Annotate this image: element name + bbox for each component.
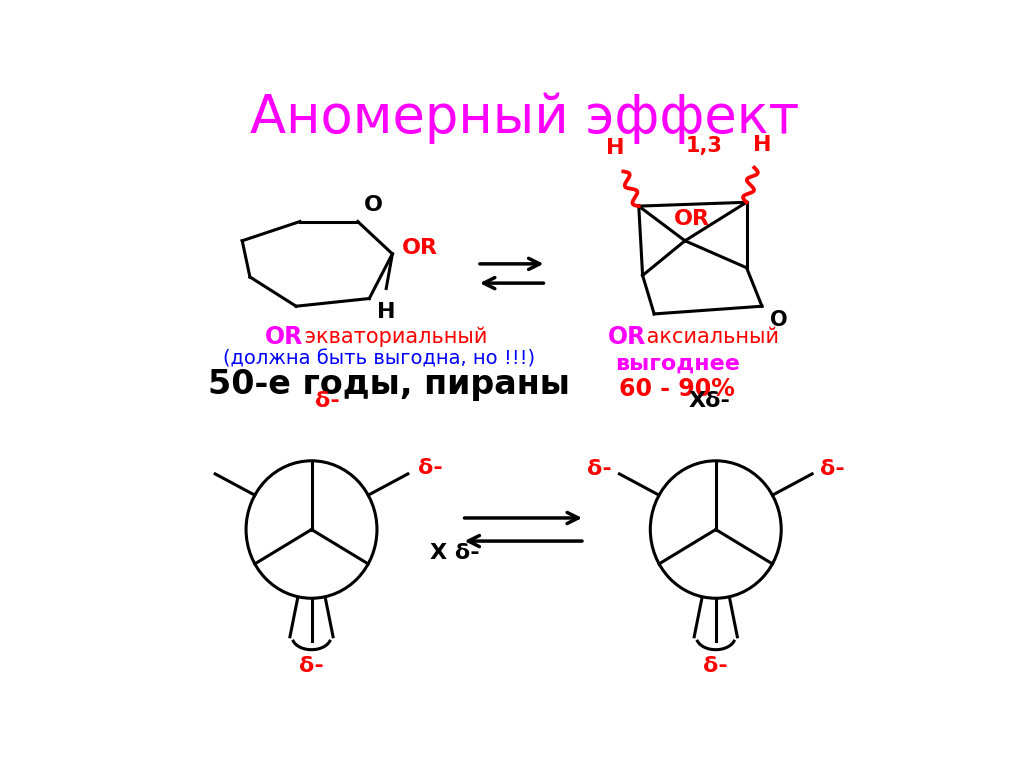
Text: экваториальный: экваториальный [298,326,487,347]
Text: δ-: δ- [315,391,340,411]
Text: 50-е годы, пираны: 50-е годы, пираны [208,369,569,401]
Text: OR: OR [608,325,646,349]
Text: 60 - 90%: 60 - 90% [620,376,735,401]
Text: H: H [377,302,395,322]
Text: 1,3: 1,3 [686,136,723,156]
Text: H: H [606,138,625,158]
Text: δ-: δ- [587,459,611,479]
Text: O: O [364,195,383,215]
Text: X δ-: X δ- [430,543,480,563]
Text: δ-: δ- [299,656,324,676]
Text: Аномерный эффект: Аномерный эффект [250,91,800,144]
Text: δ-: δ- [820,459,845,479]
Text: δ-: δ- [418,458,442,478]
Text: OR: OR [674,209,710,229]
Text: OR: OR [401,238,437,258]
Text: δ-: δ- [703,656,728,676]
Text: (должна быть выгодна, но !!!): (должна быть выгодна, но !!!) [223,349,536,368]
Text: O: O [770,310,787,330]
Text: выгоднее: выгоднее [614,354,739,374]
Text: OR: OR [265,325,303,349]
Text: H: H [753,134,771,154]
Text: аксиальный: аксиальный [640,327,779,347]
Text: Xδ-: Xδ- [689,391,731,411]
